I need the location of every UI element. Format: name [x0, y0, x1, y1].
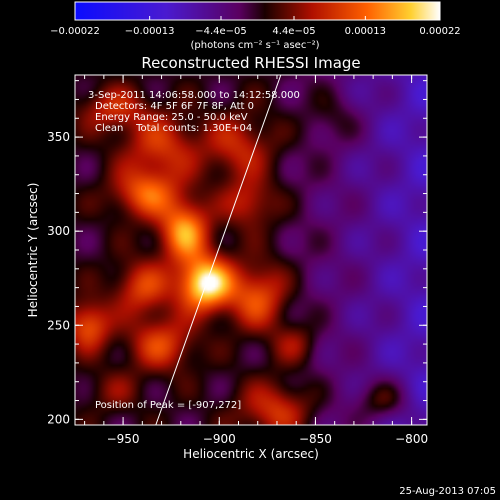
colorbar-tick-label: 0.00013: [345, 26, 386, 37]
colorbar-ticks: −0.00022 −0.00013 −4.4e−05 4.4e−05 0.00013 0.…: [50, 16, 461, 37]
x-tick-label: −850: [299, 432, 332, 446]
annotation-energy-range: Energy Range: 25.0 - 50.0 keV: [95, 112, 248, 123]
colorbar-tick-label: −0.00013: [125, 26, 175, 37]
y-tick-label: 300: [47, 224, 70, 238]
peak-position-label: Position of Peak = [-907,272]: [95, 400, 241, 411]
x-tick-label: −900: [203, 432, 236, 446]
y-tick-label: 350: [47, 130, 70, 144]
colorbar-tick-label: −0.00022: [50, 26, 100, 37]
x-axis-label: Heliocentric X (arcsec): [183, 447, 319, 461]
y-axis-label: Heliocentric Y (arcsec): [26, 183, 40, 318]
info-annotations: 3-Sep-2011 14:06:58.000 to 14:12:58.000 …: [88, 90, 300, 134]
colorbar: [74, 1, 441, 21]
heatmap-image: [75, 75, 427, 425]
colorbar-tick-label: 4.4e−05: [272, 26, 315, 37]
colorbar-tick-label: −4.4e−05: [195, 26, 247, 37]
x-tick-label: −800: [395, 432, 428, 446]
solar-limb-line: [155, 75, 282, 425]
annotation-detectors: Detectors: 4F 5F 6F 7F 8F, Att 0: [95, 101, 254, 112]
x-tick-label: −950: [107, 432, 140, 446]
axis-ticks: −950 −900 −850 −800 200 250 300 350: [47, 75, 428, 446]
colorbar-units-label: (photons cm⁻² s⁻¹ asec⁻²): [190, 40, 319, 51]
footer-timestamp: 25-Aug-2013 07:05: [399, 486, 496, 497]
annotation-clean-counts: Clean Total counts: 1.30E+04: [95, 123, 252, 134]
annotation-time-range: 3-Sep-2011 14:06:58.000 to 14:12:58.000: [88, 90, 300, 101]
colorbar-tick-label: 0.00022: [419, 26, 460, 37]
y-tick-label: 250: [47, 318, 70, 332]
y-tick-label: 200: [47, 412, 70, 426]
chart-title: Reconstructed RHESSI Image: [141, 54, 360, 72]
